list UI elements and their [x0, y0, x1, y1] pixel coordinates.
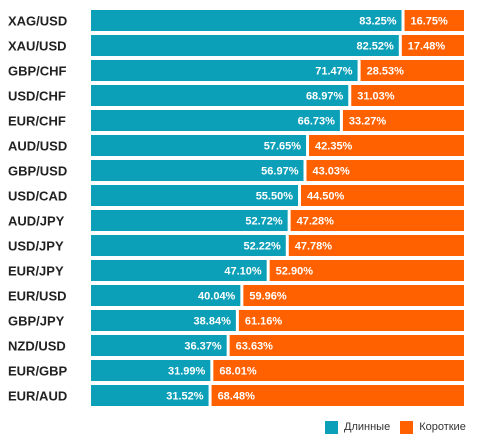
data-label-long: 52.22% [243, 241, 281, 253]
data-label-short: 28.53% [367, 66, 405, 78]
data-label-short: 47.78% [295, 241, 333, 253]
legend-item-long: Длинные [325, 420, 391, 434]
data-label-short: 63.63% [236, 341, 274, 353]
bar-short [401, 35, 464, 56]
category-label: GBP/JPY [8, 314, 65, 329]
bar-long [91, 385, 209, 406]
category-label: NZD/USD [8, 339, 66, 354]
legend-label-long: Длинные [344, 421, 391, 433]
data-label-long: 66.73% [298, 116, 336, 128]
bar-long [91, 135, 307, 156]
data-label-long: 55.50% [256, 191, 294, 203]
data-label-long: 57.65% [264, 141, 302, 153]
bar-short [288, 235, 464, 256]
category-label: XAG/USD [8, 14, 67, 29]
bar-long [91, 160, 304, 181]
data-label-short: 43.03% [312, 166, 350, 178]
bar-short [211, 385, 464, 406]
bar-short [404, 10, 464, 31]
bar-long [91, 210, 288, 231]
bar-long [91, 335, 227, 356]
data-label-short: 68.01% [219, 366, 257, 378]
legend-item-short: Короткие [400, 420, 466, 434]
data-label-long: 71.47% [315, 66, 353, 78]
bar-long [91, 185, 299, 206]
category-label: GBP/CHF [8, 64, 67, 79]
data-label-long: 83.25% [359, 16, 397, 28]
category-label: XAU/USD [8, 39, 67, 54]
bar-long [91, 235, 286, 256]
data-label-long: 38.84% [194, 316, 232, 328]
data-label-short: 59.96% [249, 291, 287, 303]
category-label: GBP/USD [8, 164, 67, 179]
bar-long [91, 360, 211, 381]
bar-short [351, 85, 464, 106]
data-label-short: 42.35% [315, 141, 353, 153]
category-label: EUR/USD [8, 289, 67, 304]
bar-short [301, 185, 464, 206]
category-label: AUD/JPY [8, 214, 65, 229]
data-label-short: 31.03% [357, 91, 395, 103]
bar-short [342, 110, 464, 131]
bar-short [306, 160, 464, 181]
data-label-long: 56.97% [261, 166, 299, 178]
bar-short [269, 260, 464, 281]
data-label-short: 33.27% [349, 116, 387, 128]
bar-long [91, 285, 241, 306]
bar-long [91, 10, 402, 31]
bar-short [229, 335, 464, 356]
category-label: AUD/USD [8, 139, 67, 154]
bar-long [91, 260, 267, 281]
bar-short [238, 310, 464, 331]
bar-long [91, 310, 236, 331]
category-label: EUR/AUD [8, 389, 67, 404]
data-label-long: 31.52% [166, 391, 204, 403]
bar-short [243, 285, 464, 306]
data-label-short: 68.48% [218, 391, 256, 403]
legend-swatch-long [325, 420, 338, 434]
bar-short [213, 360, 464, 381]
category-label: USD/CHF [8, 89, 66, 104]
bar-long [91, 85, 349, 106]
category-label: EUR/CHF [8, 114, 66, 129]
bar-short [309, 135, 464, 156]
data-label-short: 16.75% [411, 16, 449, 28]
data-label-short: 52.90% [276, 266, 314, 278]
category-label: EUR/JPY [8, 264, 64, 279]
data-label-long: 82.52% [356, 41, 394, 53]
category-label: USD/JPY [8, 239, 64, 254]
data-label-long: 36.37% [184, 341, 222, 353]
data-label-short: 44.50% [307, 191, 345, 203]
legend-label-short: Короткие [419, 421, 466, 433]
bar-short [360, 60, 464, 81]
data-label-long: 68.97% [306, 91, 344, 103]
data-label-long: 52.72% [245, 216, 283, 228]
data-label-short: 47.28% [297, 216, 335, 228]
data-label-long: 47.10% [224, 266, 262, 278]
data-label-short: 17.48% [408, 41, 446, 53]
chart-legend: Длинные Короткие [325, 419, 476, 435]
data-label-long: 31.99% [168, 366, 206, 378]
data-label-long: 40.04% [198, 291, 236, 303]
bar-short [290, 210, 464, 231]
bar-long [91, 35, 399, 56]
bar-long [91, 110, 340, 131]
category-label: EUR/GBP [8, 364, 68, 379]
category-label: USD/CAD [8, 189, 67, 204]
legend-swatch-short [400, 420, 414, 434]
data-label-short: 61.16% [245, 316, 283, 328]
bar-long [91, 60, 358, 81]
